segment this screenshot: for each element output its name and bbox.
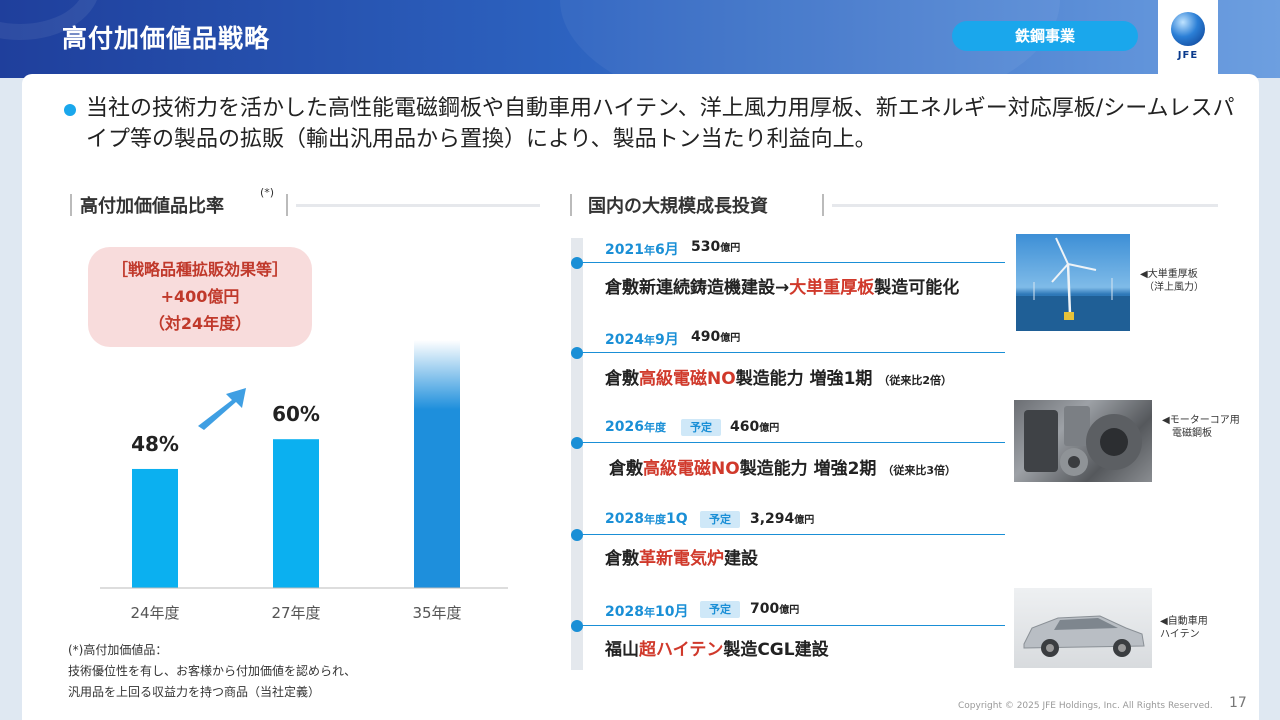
car-icon: [1023, 615, 1145, 657]
heading-rule: [296, 204, 540, 207]
page-title: 高付加価値品戦略: [62, 24, 271, 53]
intro-text: 当社の技術力を活かした高性能電磁鋼板や自動車用ハイテン、洋上風力用厚板、新エネル…: [86, 96, 1235, 152]
timeline-rule: [577, 262, 1005, 263]
heading-divider: [70, 194, 72, 216]
timeline-dot: [571, 529, 583, 541]
ratio-bar-chart: 48% 24年度 60% 27年度 35年度: [100, 340, 508, 622]
timeline-rule: [577, 352, 1005, 353]
copyright-text: Copyright © 2025 JFE Holdings, Inc. All …: [958, 701, 1213, 711]
footnote-line: 技術優位性を有し、お客様から付加価値を認められ、: [68, 664, 357, 678]
chart-data-label: 48%: [131, 432, 179, 456]
timeline-dot: [571, 347, 583, 359]
footnote-line: 汎用品を上回る収益力を持つ商品（当社定義）: [68, 685, 321, 699]
planned-tag: 予定: [700, 511, 740, 528]
header-bar: 高付加価値品戦略 鉄鋼事業 JFE: [0, 0, 1280, 78]
segment-badge: 鉄鋼事業: [952, 21, 1138, 51]
timeline-description: 倉敷高級電磁NO製造能力 増強2期 （従来比3倍）: [609, 459, 957, 479]
timeline-description: 倉敷高級電磁NO製造能力 増強1期 （従来比2倍）: [605, 369, 953, 389]
timeline-description: 福山超ハイテン製造CGL建設: [605, 640, 829, 660]
effect-line: （対24年度）: [148, 314, 252, 333]
timeline-dot: [571, 437, 583, 449]
chart-bar: [273, 439, 319, 588]
photo-caption: ◀大単重厚板 （洋上風力）: [1140, 269, 1204, 293]
timeline-date: 2021年6月: [605, 242, 679, 258]
heading-divider: [570, 194, 572, 216]
chart-bar: [132, 468, 178, 588]
motor-core-photo: [1014, 400, 1152, 482]
timeline-rule: [577, 442, 1005, 443]
car-photo: [1014, 588, 1152, 668]
growth-arrow-icon: [198, 388, 246, 430]
effect-line: +400億円: [160, 287, 240, 306]
planned-tag: 予定: [681, 419, 721, 436]
timeline-date: 2028年10月: [605, 604, 689, 620]
effect-line: ［戦略品種拡販効果等］: [111, 260, 288, 279]
timeline-date: 2028年度1Q: [605, 511, 688, 527]
page-number: 17: [1229, 695, 1247, 711]
timeline-amount: 700億円: [750, 601, 800, 617]
timeline-track: [571, 238, 583, 670]
chart-tick-label: 27年度: [271, 604, 320, 622]
timeline-rule: [577, 534, 1005, 535]
footnote-line: (*)高付加価値品：: [68, 643, 168, 657]
timeline-amount: 460億円: [730, 419, 780, 435]
heading-superscript: (*): [260, 186, 275, 199]
section-heading-text: 高付加価値品比率: [80, 196, 224, 217]
timeline-description: 倉敷新連続鋳造機建設→大単重厚板製造可能化: [605, 278, 960, 298]
photo-caption: ◀モーターコア用 電磁鋼板: [1162, 415, 1240, 439]
footnote: (*)高付加価値品： 技術優位性を有し、お客様から付加価値を認められ、 汎用品を…: [68, 640, 356, 703]
chart-data-label: 60%: [272, 402, 320, 426]
section-heading-investment: 国内の大規模成長投資: [570, 190, 1218, 218]
wind-turbine-icon: [1016, 237, 1130, 331]
chart-tick-label: 24年度: [130, 604, 179, 622]
section-heading-ratio: 高付加価値品比率: [70, 190, 540, 218]
timeline-amount: 3,294億円: [750, 511, 815, 527]
effect-callout: ［戦略品種拡販効果等］ +400億円 （対24年度）: [88, 247, 312, 347]
photo-caption: ◀自動車用 ハイテン: [1160, 616, 1208, 640]
planned-tag: 予定: [700, 601, 740, 618]
heading-divider: [286, 194, 288, 216]
logo: JFE: [1158, 0, 1218, 74]
timeline-date: 2024年9月: [605, 332, 679, 348]
timeline-amount: 490億円: [691, 329, 741, 345]
heading-divider: [822, 194, 824, 216]
chart-tick-label: 35年度: [412, 604, 461, 622]
globe-icon: [1171, 12, 1205, 46]
timeline-rule: [577, 625, 1005, 626]
logo-text: JFE: [1177, 50, 1199, 61]
timeline-date: 2026年度: [605, 419, 666, 435]
timeline-dot: [571, 257, 583, 269]
bullet-icon: [64, 104, 76, 116]
heading-rule: [832, 204, 1218, 207]
timeline-description: 倉敷革新電気炉建設: [605, 549, 758, 569]
chart-bar: [414, 340, 460, 588]
timeline-amount: 530億円: [691, 239, 741, 255]
motor-core-icon: [1024, 406, 1142, 476]
timeline-dot: [571, 620, 583, 632]
section-heading-text: 国内の大規模成長投資: [588, 196, 768, 217]
wind-turbine-photo: [1016, 234, 1130, 331]
